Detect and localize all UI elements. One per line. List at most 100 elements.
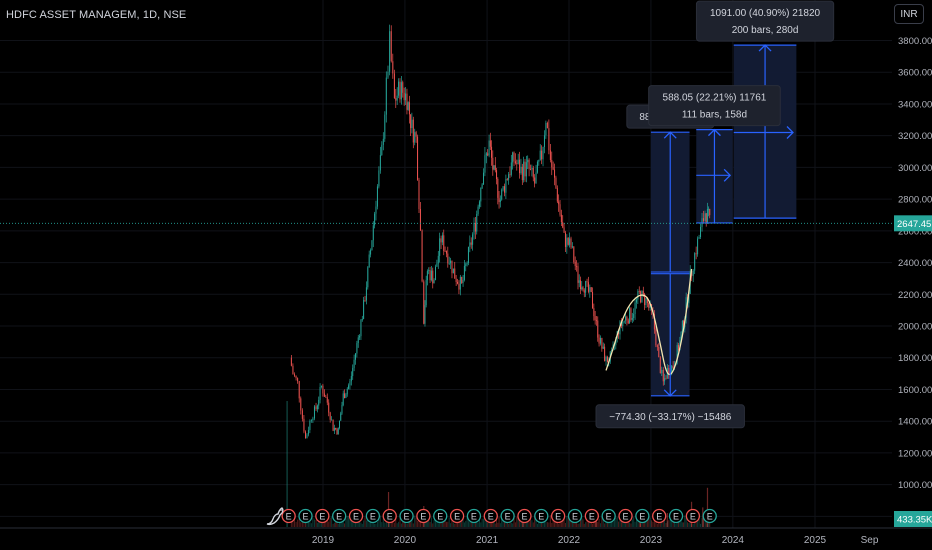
candle-body xyxy=(523,161,525,181)
volume-bar xyxy=(494,523,496,527)
volume-bar xyxy=(648,517,650,527)
candle-body xyxy=(459,276,461,290)
candle-body xyxy=(583,290,585,293)
volume-bar xyxy=(649,517,651,527)
candle-body xyxy=(560,214,562,223)
time-axis[interactable]: 2019 2020 2021 2022 2023 2024 2025 Sep xyxy=(0,527,932,546)
cup-curve[interactable] xyxy=(605,268,693,376)
volume-bar xyxy=(508,523,510,527)
candle-body xyxy=(417,136,419,180)
candle-body xyxy=(665,378,667,380)
earnings-marker[interactable] xyxy=(534,508,549,524)
earnings-marker[interactable] xyxy=(298,508,313,524)
candle-body xyxy=(473,223,475,235)
price-tick-label: 2800.00 xyxy=(898,195,932,206)
candle-body xyxy=(335,427,337,430)
earnings-marker[interactable] xyxy=(416,508,431,524)
earnings-marker[interactable] xyxy=(517,508,532,524)
candle-body xyxy=(590,287,592,293)
candle-body xyxy=(685,297,687,318)
earnings-marker[interactable] xyxy=(550,508,566,524)
volume-bar xyxy=(393,522,395,527)
candles[interactable] xyxy=(290,24,711,439)
currency-selector[interactable]: INR xyxy=(894,4,924,24)
volume-bar xyxy=(680,516,682,527)
volume-bar xyxy=(664,515,666,527)
candle-body xyxy=(455,278,457,282)
earnings-marker-label: E xyxy=(606,512,612,522)
earnings-marker[interactable] xyxy=(348,508,364,524)
candle-body xyxy=(480,188,482,202)
volume-bar xyxy=(444,519,446,527)
earnings-marker[interactable] xyxy=(702,508,717,524)
candle-body xyxy=(658,346,660,358)
volume-bar xyxy=(437,523,439,527)
volume-bar xyxy=(642,519,644,527)
candle-body xyxy=(664,378,666,382)
volume-bar xyxy=(477,522,479,527)
candle-body xyxy=(474,223,476,232)
volume-bar xyxy=(703,517,705,527)
price-tick-label: 2200.00 xyxy=(898,290,932,301)
earnings-marker[interactable] xyxy=(601,508,616,524)
volume-bar xyxy=(564,522,566,527)
volume-bar xyxy=(312,518,314,527)
candle-body xyxy=(631,317,633,320)
earnings-marker[interactable] xyxy=(584,508,599,524)
earnings-marker[interactable] xyxy=(466,508,482,524)
candle-body xyxy=(683,320,685,327)
price-tick-label: 2600.00 xyxy=(898,226,932,237)
arrow-head xyxy=(723,168,732,182)
cup-pattern-drawing[interactable] xyxy=(605,268,693,376)
earnings-marker[interactable] xyxy=(433,508,448,524)
volume-bar xyxy=(342,520,344,527)
volume-bar xyxy=(367,520,369,527)
candle-body xyxy=(618,331,620,335)
candle-body xyxy=(496,170,498,179)
candle-body xyxy=(559,204,561,215)
earnings-marker-label: E xyxy=(370,512,376,522)
earnings-marker[interactable] xyxy=(618,508,633,524)
earnings-marker[interactable] xyxy=(399,508,414,524)
earnings-marker[interactable] xyxy=(668,508,684,524)
volume-bar xyxy=(368,522,370,527)
earnings-marker[interactable] xyxy=(449,508,465,524)
candle-body xyxy=(633,314,635,318)
candle-body xyxy=(292,365,294,375)
earnings-marker[interactable] xyxy=(652,508,667,524)
price-axis[interactable]: 3800.00 3600.00 3400.00 3200.00 3000.00 2800.… xyxy=(0,0,932,528)
earnings-marker[interactable] xyxy=(281,508,296,524)
volume-bar xyxy=(583,523,585,527)
earnings-marker[interactable] xyxy=(332,508,347,524)
candle-body xyxy=(641,290,643,303)
measure-tools[interactable] xyxy=(650,44,797,397)
candle-body xyxy=(582,287,584,291)
earnings-marker[interactable] xyxy=(500,508,515,524)
earnings-marker[interactable] xyxy=(382,508,397,524)
volume-bar xyxy=(536,523,538,527)
volume-bar xyxy=(558,523,560,527)
earnings-marker[interactable] xyxy=(315,508,330,524)
earnings-marker[interactable] xyxy=(365,508,381,524)
volume-bar xyxy=(656,523,658,527)
volume-bar xyxy=(389,520,391,527)
earnings-marker[interactable] xyxy=(685,508,701,524)
volume-bar xyxy=(659,521,661,527)
volume-bar xyxy=(597,522,599,527)
earnings-marker[interactable] xyxy=(635,508,650,524)
candle-body xyxy=(634,302,636,315)
earnings-marker[interactable] xyxy=(567,508,583,524)
price-tick-label: 1600.00 xyxy=(898,385,932,396)
candle-body xyxy=(521,166,523,181)
candle-body xyxy=(341,405,343,414)
volume-bar xyxy=(585,522,587,527)
price-tick-label: 1800.00 xyxy=(898,353,932,364)
volume-bar xyxy=(335,519,337,527)
earnings-marker[interactable] xyxy=(483,508,498,524)
tradingview-logo-icon[interactable] xyxy=(264,505,286,527)
volume-bar xyxy=(602,519,604,527)
time-tick-label: 2022 xyxy=(558,535,581,546)
candle-body xyxy=(385,77,387,115)
